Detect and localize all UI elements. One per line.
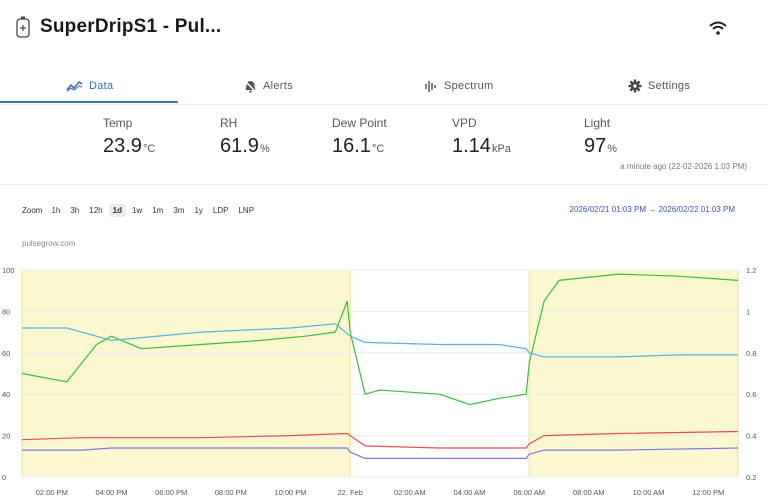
metric-light: Light 97% — [584, 116, 617, 158]
wifi-icon — [709, 21, 727, 35]
metric-temp-label: Temp — [103, 116, 133, 130]
y-right-tick-label: 0.2 — [746, 473, 756, 482]
metric-light-label: Light — [584, 116, 611, 130]
x-tick-label: 22. Feb — [337, 488, 362, 497]
x-tick-label: 06:00 PM — [155, 488, 187, 497]
sensor-chart[interactable]: 100 1.2 80 1 60 0.8 40 0.6 20 0.4 0 0.2 02:00 PM 04:0… — [0, 255, 767, 500]
zoom-3h-button[interactable]: 3h — [70, 205, 80, 215]
metric-temp-value: 23.9 — [103, 135, 142, 157]
source-credit: pulsegrow.com — [22, 239, 76, 248]
metric-light-unit: % — [607, 143, 618, 155]
metric-dewpoint: Dew Point 16.1°C — [332, 116, 387, 158]
x-tick-label: 04:00 AM — [454, 488, 486, 497]
zoom-1w-button[interactable]: 1w — [131, 205, 143, 215]
metric-rh-label: RH — [220, 116, 238, 130]
tab-data[interactable]: Data — [66, 70, 113, 102]
device-title: SuperDripS1 - Pul... — [40, 16, 222, 37]
device-icon — [16, 16, 30, 38]
zoom-1m-button[interactable]: 1m — [152, 205, 164, 215]
metric-light-value: 97 — [584, 135, 607, 157]
y-left-tick-label: 20 — [2, 432, 10, 441]
tab-settings-label: Settings — [648, 80, 691, 92]
date-range[interactable]: 2026/02/21 01:03 PM → 2026/02/22 01:03 P… — [569, 205, 735, 214]
metric-temp-unit: °C — [142, 143, 156, 155]
series-line-rh — [21, 273, 739, 406]
x-tick-label: 02:00 AM — [394, 488, 426, 497]
chart-line-icon — [66, 81, 83, 92]
metric-vpd: VPD 1.14kPa — [452, 116, 511, 158]
x-tick-label: 12:00 PM — [692, 488, 724, 497]
tab-spectrum-label: Spectrum — [444, 80, 494, 92]
zoom-1y-button[interactable]: 1y — [194, 205, 203, 215]
y-right-tick-label: 0.4 — [746, 432, 756, 441]
x-tick-label: 08:00 AM — [573, 488, 605, 497]
y-left-tick-label: 0 — [2, 473, 6, 482]
lights-on-band-0 — [21, 269, 351, 478]
zoom-lnp-button[interactable]: LNP — [238, 205, 255, 215]
y-right-tick-label: 0.6 — [746, 390, 756, 399]
series-line-vpd — [22, 447, 739, 459]
x-tick-label: 04:00 PM — [95, 488, 127, 497]
section-divider — [0, 184, 767, 185]
x-tick-label: 06:00 AM — [513, 488, 545, 497]
zoom-1d-button[interactable]: 1d — [108, 203, 126, 217]
tab-bar: Data Alerts Spectrum Settin — [0, 70, 767, 105]
metric-vpd-label: VPD — [452, 116, 477, 130]
metric-temp: Temp 23.9°C — [103, 116, 155, 158]
zoom-1h-button[interactable]: 1h — [51, 205, 61, 215]
app-header: SuperDripS1 - Pul... — [0, 0, 767, 58]
x-tick-label: 08:00 PM — [215, 488, 247, 497]
last-updated: a minute ago (22-02-2026 1:03 PM) — [620, 162, 747, 171]
metric-dewpoint-label: Dew Point — [332, 116, 387, 130]
active-tab-indicator — [0, 101, 178, 103]
zoom-controls: Zoom 1h 3h 12h 1d 1w 1m 3m 1y LDP LNP — [22, 202, 258, 218]
x-tick-label: 02:00 PM — [36, 488, 68, 497]
series-line-dew-point — [21, 430, 739, 449]
y-left-tick-label: 100 — [2, 266, 15, 275]
metric-dewpoint-unit: °C — [371, 143, 385, 155]
zoom-ldp-button[interactable]: LDP — [212, 205, 229, 215]
spectrum-icon — [425, 80, 436, 92]
metric-rh-unit: % — [259, 143, 270, 155]
alert-bell-icon — [244, 80, 257, 93]
metric-vpd-unit: kPa — [491, 143, 511, 155]
y-right-tick-label: 1 — [746, 307, 750, 316]
lights-on-band-1 — [528, 269, 739, 478]
tab-alerts-label: Alerts — [263, 80, 293, 92]
metric-rh-value: 61.9 — [220, 135, 259, 157]
metric-vpd-value: 1.14 — [452, 135, 491, 157]
metric-rh: RH 61.9% — [220, 116, 270, 158]
y-left-tick-label: 60 — [2, 349, 10, 358]
metric-dewpoint-value: 16.1 — [332, 135, 371, 157]
tab-data-label: Data — [89, 80, 114, 92]
zoom-12h-button[interactable]: 12h — [89, 205, 103, 215]
y-right-tick-label: 0.8 — [746, 349, 756, 358]
x-tick-label: 10:00 AM — [633, 488, 665, 497]
series-line-temperature — [22, 323, 738, 358]
y-left-tick-label: 40 — [2, 390, 10, 399]
tab-alerts[interactable]: Alerts — [244, 70, 293, 102]
y-left-tick-label: 80 — [2, 307, 10, 316]
zoom-label: Zoom — [22, 205, 43, 215]
gear-icon — [628, 79, 642, 93]
tab-spectrum[interactable]: Spectrum — [424, 70, 493, 102]
x-tick-label: 10:00 PM — [274, 488, 306, 497]
tab-settings[interactable]: Settings — [628, 70, 690, 102]
zoom-3m-button[interactable]: 3m — [173, 205, 185, 215]
y-right-tick-label: 1.2 — [746, 266, 756, 275]
